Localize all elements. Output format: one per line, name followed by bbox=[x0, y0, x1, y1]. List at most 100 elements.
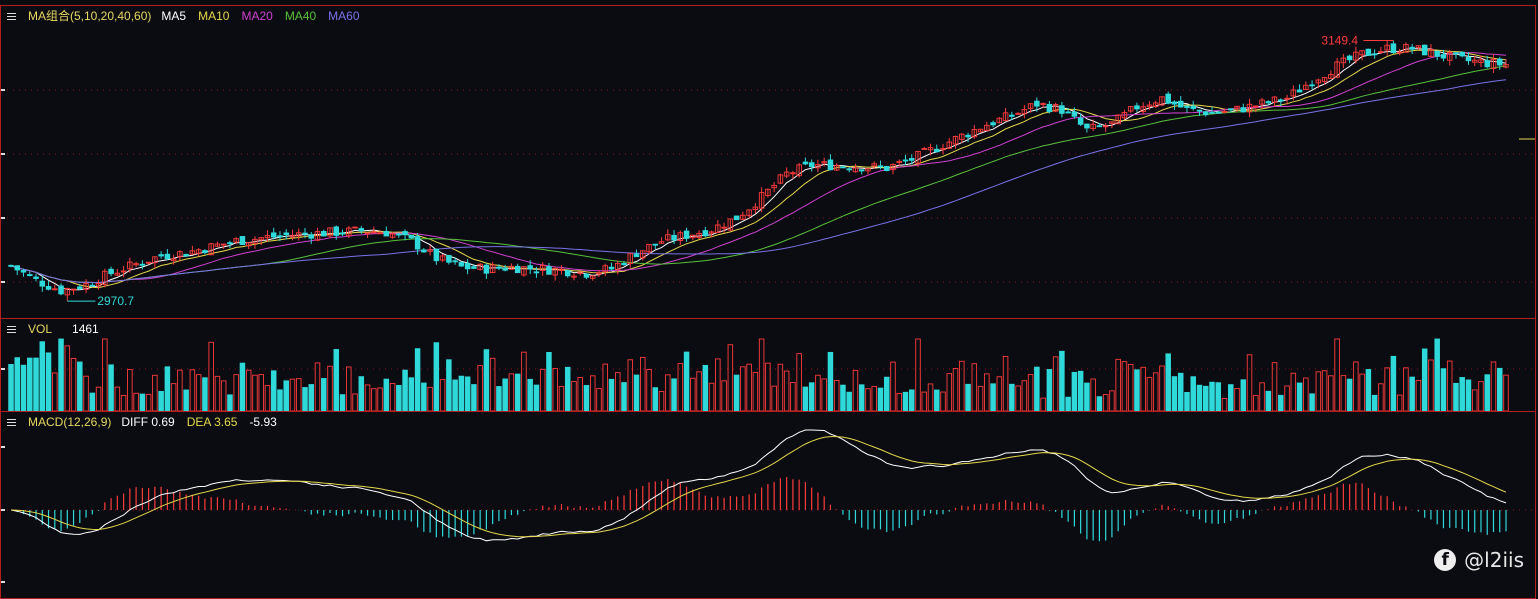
volume-bar bbox=[220, 380, 227, 411]
candle-body bbox=[783, 171, 790, 177]
volume-bar bbox=[990, 383, 996, 411]
volume-bar bbox=[52, 372, 58, 411]
candle-body bbox=[1202, 111, 1209, 116]
ma20-label: MA20 bbox=[241, 9, 273, 23]
volume-bar bbox=[1384, 367, 1390, 411]
candle-body bbox=[1065, 111, 1071, 114]
candle-body bbox=[646, 244, 652, 253]
candle-body bbox=[909, 158, 915, 161]
volume-bar bbox=[277, 389, 283, 411]
candle-body bbox=[602, 265, 608, 273]
candle-body bbox=[1159, 96, 1165, 106]
volume-bar bbox=[690, 377, 696, 411]
volume-bar bbox=[227, 394, 233, 411]
candle-body bbox=[1090, 123, 1096, 130]
collapse-toggle-icon[interactable] bbox=[7, 325, 16, 334]
volume-bar bbox=[583, 385, 590, 411]
candle-body bbox=[802, 161, 809, 165]
volume-bar bbox=[1296, 382, 1303, 411]
collapse-toggle-icon[interactable] bbox=[7, 418, 16, 427]
candle-body bbox=[1290, 89, 1297, 97]
candle-body bbox=[1503, 64, 1509, 68]
volume-bar bbox=[527, 378, 533, 411]
volume-bar bbox=[840, 384, 846, 411]
volume-bar bbox=[402, 369, 408, 411]
volume-bar bbox=[1084, 382, 1090, 411]
candle-body bbox=[1146, 104, 1153, 108]
candle-body bbox=[1190, 105, 1196, 110]
volume-bar bbox=[1359, 373, 1365, 411]
candle-body bbox=[1415, 45, 1422, 48]
watermark-handle: @l2iis bbox=[1464, 548, 1524, 572]
candle-body bbox=[633, 253, 640, 258]
vol-value: 1461 bbox=[72, 322, 99, 336]
candle-body bbox=[1434, 50, 1440, 57]
candle-body bbox=[1246, 103, 1253, 113]
volume-bar bbox=[1015, 385, 1021, 411]
volume-bar bbox=[1209, 381, 1215, 411]
volume-bar bbox=[1090, 378, 1096, 411]
volume-bar bbox=[1102, 393, 1109, 411]
volume-bar bbox=[1446, 360, 1453, 411]
volume-bar bbox=[170, 383, 177, 411]
candle-body bbox=[858, 169, 865, 172]
candle-body bbox=[164, 253, 171, 260]
candle-body bbox=[70, 288, 77, 291]
volume-bar bbox=[383, 378, 390, 411]
volume-bar bbox=[896, 392, 902, 411]
candle-body bbox=[114, 272, 121, 276]
candle-body bbox=[1134, 105, 1140, 110]
price-panel[interactable]: 3149.4 2970.7 MA组合(5,10,20,40,60) MA5 MA10 M… bbox=[0, 5, 1536, 319]
volume-bar bbox=[333, 349, 340, 411]
ma10-line bbox=[10, 49, 1507, 289]
volume-bar bbox=[621, 382, 627, 411]
low-label: 2970.7 bbox=[97, 294, 134, 308]
candle-body bbox=[127, 261, 133, 270]
candle-body bbox=[833, 164, 840, 171]
volume-bar bbox=[1396, 394, 1403, 411]
volume-bar bbox=[27, 357, 33, 411]
candle-body bbox=[1446, 51, 1453, 61]
volume-panel[interactable]: VOL 1461 bbox=[0, 318, 1536, 412]
candle-body bbox=[621, 263, 627, 266]
volume-bar bbox=[965, 383, 971, 411]
candle-body bbox=[1084, 123, 1090, 129]
volume-bar bbox=[1471, 389, 1478, 411]
volume-bar bbox=[996, 376, 1003, 411]
candle-body bbox=[1040, 103, 1046, 105]
volume-bar bbox=[727, 344, 734, 411]
volume-bar bbox=[1278, 394, 1284, 411]
candle-body bbox=[1465, 56, 1472, 62]
diff-line bbox=[10, 429, 1507, 542]
candle-body bbox=[696, 232, 702, 239]
volume-bar bbox=[1290, 372, 1297, 411]
candle-body bbox=[1409, 46, 1415, 50]
macd-legend: MACD(12,26,9) DIFF 0.69 DEA 3.65 -5.93 bbox=[7, 414, 289, 430]
volume-bar bbox=[252, 374, 258, 411]
candle-body bbox=[1315, 79, 1322, 84]
candle-body bbox=[220, 243, 227, 246]
candle-body bbox=[295, 232, 302, 237]
volume-bar bbox=[39, 341, 46, 411]
candle-body bbox=[371, 231, 377, 234]
volume-bar bbox=[777, 363, 784, 411]
volume-bar bbox=[314, 362, 321, 411]
volume-bar bbox=[1202, 385, 1209, 411]
candle-body bbox=[496, 266, 502, 269]
collapse-toggle-icon[interactable] bbox=[7, 12, 16, 21]
volume-bar bbox=[95, 386, 102, 411]
volume-bar bbox=[702, 364, 709, 411]
candle-body bbox=[977, 128, 984, 133]
candle-body bbox=[389, 233, 396, 238]
volume-bar bbox=[471, 384, 477, 411]
candle-body bbox=[790, 172, 796, 175]
volume-bar bbox=[1353, 361, 1359, 411]
volume-bar bbox=[358, 376, 365, 411]
volume-bar bbox=[70, 357, 77, 411]
volume-bar bbox=[120, 394, 127, 411]
watermark: f @l2iis bbox=[1434, 548, 1524, 572]
candle-body bbox=[158, 254, 164, 257]
volume-bar bbox=[890, 361, 896, 411]
volume-bar bbox=[83, 375, 89, 411]
macd-panel[interactable]: MACD(12,26,9) DIFF 0.69 DEA 3.65 -5.93 bbox=[0, 411, 1536, 599]
